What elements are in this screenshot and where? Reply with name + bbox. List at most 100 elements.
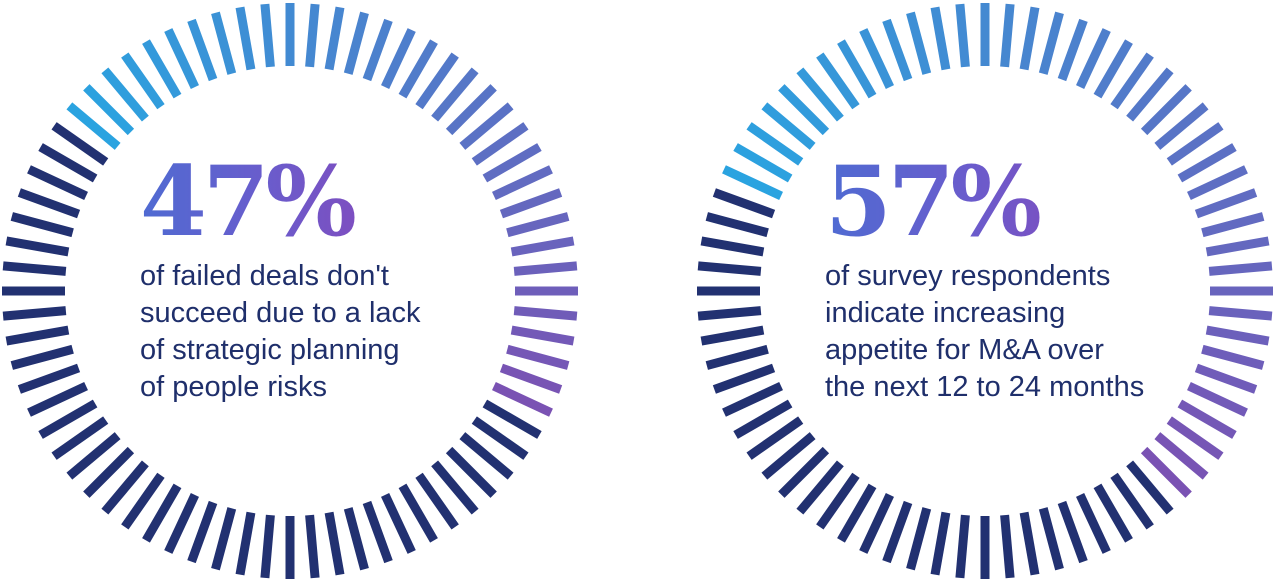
ring-tick-highlight bbox=[1177, 143, 1237, 183]
ring-tick-highlight bbox=[499, 188, 563, 219]
ring-tick bbox=[27, 382, 88, 417]
ring-tick bbox=[5, 325, 70, 346]
ring-tick-highlight bbox=[398, 39, 438, 99]
ring-tick bbox=[83, 446, 135, 498]
ring-tick bbox=[906, 507, 932, 571]
ring-tick-highlight bbox=[445, 84, 497, 136]
ring-tick-highlight bbox=[837, 39, 877, 99]
ring-tick bbox=[746, 416, 804, 460]
ring-tick bbox=[837, 483, 877, 543]
ring-tick-highlight bbox=[343, 11, 369, 75]
ring-tick-highlight bbox=[510, 325, 575, 346]
ring-tick-highlight bbox=[1187, 382, 1248, 417]
ring-tick bbox=[705, 212, 769, 238]
ring-tick bbox=[431, 460, 479, 515]
stat-text: 57% of survey respondents indicate incre… bbox=[825, 152, 1144, 406]
ring-tick bbox=[27, 165, 88, 200]
ring-tick bbox=[471, 416, 529, 460]
ring-tick bbox=[164, 493, 199, 554]
ring-tick-highlight bbox=[381, 28, 416, 89]
ring-tick-highlight bbox=[930, 6, 951, 71]
ring-tick-highlight bbox=[1201, 212, 1265, 238]
ring-tick bbox=[381, 493, 416, 554]
ring-tick bbox=[101, 460, 149, 515]
ring-tick bbox=[816, 472, 860, 530]
ring-tick bbox=[17, 363, 81, 394]
stat-card-failed-deals: 47% of failed deals don't succeed due to… bbox=[0, 0, 590, 586]
ring-tick bbox=[955, 514, 970, 579]
ring-tick-highlight bbox=[722, 165, 783, 200]
stat-caption: of failed deals don't succeed due to a l… bbox=[140, 258, 421, 406]
ring-tick-highlight bbox=[235, 6, 256, 71]
ring-tick-highlight bbox=[1194, 363, 1258, 394]
ring-tick bbox=[778, 446, 830, 498]
ring-tick-highlight bbox=[187, 18, 218, 82]
ring-tick-highlight bbox=[506, 212, 570, 238]
ring-tick bbox=[398, 483, 438, 543]
ring-tick bbox=[700, 325, 765, 346]
stat-text: 47% of failed deals don't succeed due to… bbox=[140, 152, 421, 406]
ring-tick bbox=[1076, 493, 1111, 554]
ring-tick-highlight bbox=[1000, 3, 1015, 68]
ring-tick-highlight bbox=[260, 3, 275, 68]
ring-tick-highlight bbox=[1208, 261, 1273, 276]
ring-tick-highlight bbox=[816, 52, 860, 110]
ring-tick bbox=[415, 472, 459, 530]
ring-tick bbox=[121, 472, 165, 530]
stat-percent: 47% bbox=[140, 152, 421, 252]
ring-tick bbox=[260, 514, 275, 579]
ring-tick-highlight bbox=[506, 344, 570, 370]
ring-tick bbox=[5, 236, 70, 257]
ring-tick-highlight bbox=[1057, 18, 1088, 82]
ring-tick bbox=[712, 188, 776, 219]
ring-tick-highlight bbox=[906, 11, 932, 75]
ring-tick-highlight bbox=[362, 18, 393, 82]
ring-tick-highlight bbox=[101, 67, 149, 122]
ring-tick-highlight bbox=[1177, 399, 1237, 439]
ring-tick bbox=[1038, 507, 1064, 571]
ring-tick bbox=[51, 122, 109, 166]
ring-tick-highlight bbox=[778, 84, 830, 136]
ring-tick-highlight bbox=[1187, 165, 1248, 200]
ring-tick bbox=[796, 460, 844, 515]
ring-tick bbox=[1019, 511, 1040, 576]
ring-tick-highlight bbox=[324, 6, 345, 71]
ring-tick bbox=[2, 261, 67, 276]
ring-tick-highlight bbox=[83, 84, 135, 136]
ring-tick bbox=[343, 507, 369, 571]
ring-tick bbox=[697, 261, 762, 276]
ring-tick-highlight bbox=[761, 102, 816, 150]
stat-card-ma-appetite: 57% of survey respondents indicate incre… bbox=[695, 0, 1280, 586]
ring-tick bbox=[761, 432, 816, 480]
ring-tick-highlight bbox=[499, 363, 563, 394]
caption-line: appetite for M&A over bbox=[825, 334, 1104, 366]
ring-tick bbox=[51, 416, 109, 460]
ring-tick bbox=[445, 446, 497, 498]
ring-tick-highlight bbox=[510, 236, 575, 257]
ring-tick-highlight bbox=[1166, 122, 1224, 166]
ring-tick bbox=[712, 363, 776, 394]
caption-line: of strategic planning bbox=[140, 334, 400, 366]
ring-tick bbox=[859, 493, 894, 554]
ring-tick bbox=[1126, 460, 1174, 515]
ring-tick bbox=[882, 500, 913, 564]
ring-tick-highlight bbox=[1166, 416, 1224, 460]
caption-line: of survey respondents bbox=[825, 260, 1111, 292]
ring-tick bbox=[187, 500, 218, 564]
ring-tick bbox=[38, 143, 98, 183]
ring-tick bbox=[10, 212, 74, 238]
ring-tick bbox=[10, 344, 74, 370]
ring-tick bbox=[235, 511, 256, 576]
ring-tick-highlight bbox=[1154, 432, 1209, 480]
caption-line: of failed deals don't bbox=[140, 260, 389, 292]
ring-tick-highlight bbox=[305, 3, 320, 68]
ring-tick-highlight bbox=[121, 52, 165, 110]
ring-tick-highlight bbox=[1126, 67, 1174, 122]
ring-tick bbox=[362, 500, 393, 564]
ring-tick bbox=[2, 306, 67, 321]
ring-tick-highlight bbox=[492, 165, 553, 200]
ring-tick-highlight bbox=[513, 306, 578, 321]
caption-line: indicate increasing bbox=[825, 297, 1066, 329]
ring-tick bbox=[705, 344, 769, 370]
ring-tick-highlight bbox=[1154, 102, 1209, 150]
